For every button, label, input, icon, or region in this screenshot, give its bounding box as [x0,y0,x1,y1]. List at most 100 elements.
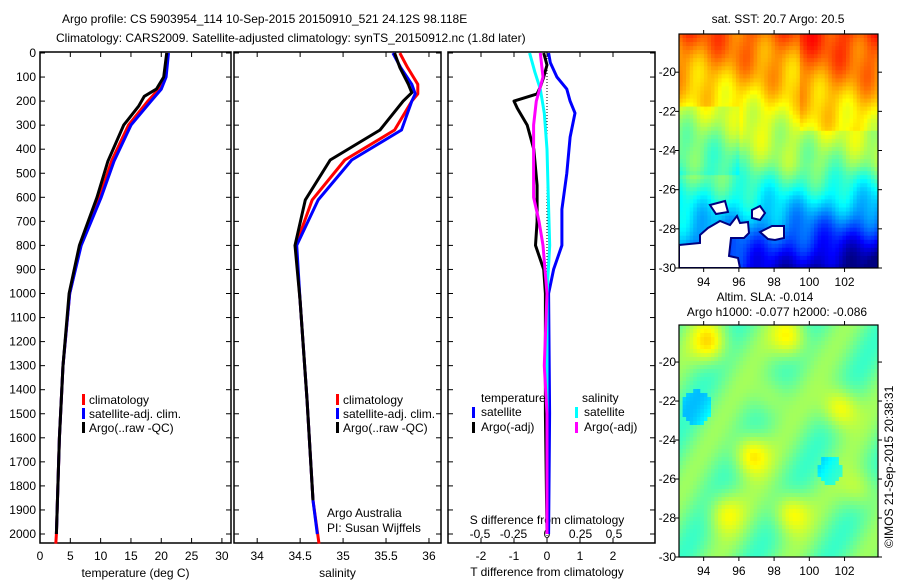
map-cell [746,199,751,204]
map-cell [686,409,691,414]
map-cell [725,421,730,426]
map-cell [853,195,858,200]
map-cell [806,361,812,366]
map-cell [778,122,783,128]
legend-label: Argo(..raw -QC) [89,421,174,435]
map-cell [764,203,769,208]
map-cell [803,377,808,382]
map-cell [767,90,772,96]
map-cell [693,385,698,390]
map-cell [725,179,730,184]
map-cell [679,167,684,172]
map-cell [799,54,804,59]
map-cell [739,106,744,112]
map-cell [725,409,730,414]
map-cell [821,425,826,430]
map-cell [863,66,868,71]
map-cell [792,163,797,168]
map-cell [806,175,812,180]
map-cell [849,102,854,108]
map-cell [817,397,822,402]
map-cell [774,349,780,354]
map-cell [814,195,819,200]
map-cell [814,110,819,116]
map-cell [703,70,709,75]
map-cell [853,405,858,410]
map-cell [792,223,797,229]
map-cell [799,191,804,196]
map-cell [817,215,822,221]
map-cell [774,155,780,160]
map-cell [799,62,804,67]
map-cell [718,357,723,362]
map-cell [806,337,812,342]
map-cell [803,142,808,148]
map-cell [806,365,812,370]
map-cell [725,134,730,140]
map-cell [718,393,723,398]
map-cell [803,167,808,172]
map-cell [867,58,872,63]
map-cell [856,377,861,382]
map-cell [732,110,737,116]
map-cell [707,159,712,164]
map-cell [842,195,847,200]
map-cell [853,58,858,63]
map-cell [728,38,733,43]
map-cell [771,409,776,414]
map-cell [856,393,861,398]
map-cell [746,373,751,378]
map-cell [803,353,808,358]
map-cell [803,235,808,241]
map-cell [721,167,726,172]
map-cell [853,389,858,394]
map-cell [810,106,815,112]
map-cell [799,369,804,374]
map-cell [732,337,737,342]
map-cell [703,46,709,51]
map-cell [743,349,748,354]
map-cell [814,401,819,406]
map-cell [707,377,712,382]
legend-label: satellite-adj. clim. [89,407,181,421]
map-cell [849,110,854,116]
map-cell [771,106,776,112]
map-cell [842,82,847,87]
map-cell [700,345,705,350]
map-cell [728,106,733,112]
lon-tick-label: 100 [799,275,819,289]
map-cell [870,345,876,350]
map-cell [721,38,726,43]
map-cell [707,38,712,43]
map-cell [778,203,783,208]
map-cell [860,82,865,87]
map-cell [870,163,876,168]
map-cell [686,102,691,108]
map-cell [679,393,684,398]
map-cell [757,223,762,229]
map-cell [863,50,868,55]
map-cell [778,187,783,192]
map-cell [725,377,730,382]
map-cell [703,187,709,192]
map-cell [810,74,815,79]
map-cell [725,74,730,79]
map-cell [735,114,741,120]
map-cell [757,353,762,358]
map-cell [831,159,836,164]
map-cell [774,151,780,156]
map-cell [750,405,755,410]
map-cell [679,409,684,414]
map-cell [785,381,790,386]
map-cell [782,151,787,156]
map-cell [771,259,776,265]
map-cell [846,98,851,104]
map-cell [771,191,776,196]
map-cell [767,373,772,378]
map-cell [831,251,836,257]
map-cell [863,247,868,253]
map-cell [735,239,741,245]
map-cell [771,373,776,378]
map-cell [693,58,698,63]
map-cell [771,142,776,148]
